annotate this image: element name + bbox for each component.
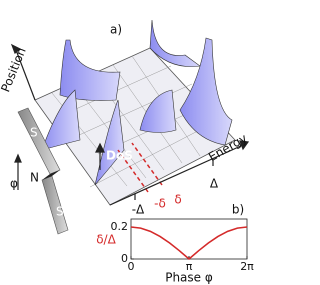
x-axis-label: Phase φ <box>165 271 213 285</box>
figure: a) Position Energy DoS S N S φ -Δ -δ δ Δ… <box>0 19 254 285</box>
energy-tick: δ <box>174 193 181 207</box>
plot-frame <box>130 218 248 260</box>
curve <box>130 226 248 261</box>
energy-tick: Δ <box>210 177 219 191</box>
axes-3d <box>10 43 250 206</box>
gap-lines <box>117 142 163 193</box>
y-tick-label: 0 <box>121 252 128 265</box>
dos-label: DoS <box>106 149 133 163</box>
energy-tick: -Δ <box>132 203 145 217</box>
phase-symbol: φ <box>10 177 18 191</box>
x-tick-label: 0 <box>128 260 135 273</box>
energy-tick: -δ <box>154 197 166 211</box>
y-tick-label: 0.2 <box>111 220 129 233</box>
panel-label: b) <box>232 203 244 217</box>
x-tick-label: π <box>186 260 193 273</box>
position-label: Position <box>0 46 29 95</box>
junction-label: N <box>30 171 39 185</box>
plot: 0 0.2 0 π 2π <box>111 218 254 273</box>
junction-label: S <box>56 205 64 219</box>
junction <box>17 107 69 235</box>
junction-label: S <box>30 126 38 140</box>
dos-surfaces <box>41 19 233 186</box>
y-axis-label: δ/Δ <box>96 233 116 247</box>
panel-label: a) <box>110 23 122 37</box>
x-tick-label: 2π <box>240 260 254 273</box>
